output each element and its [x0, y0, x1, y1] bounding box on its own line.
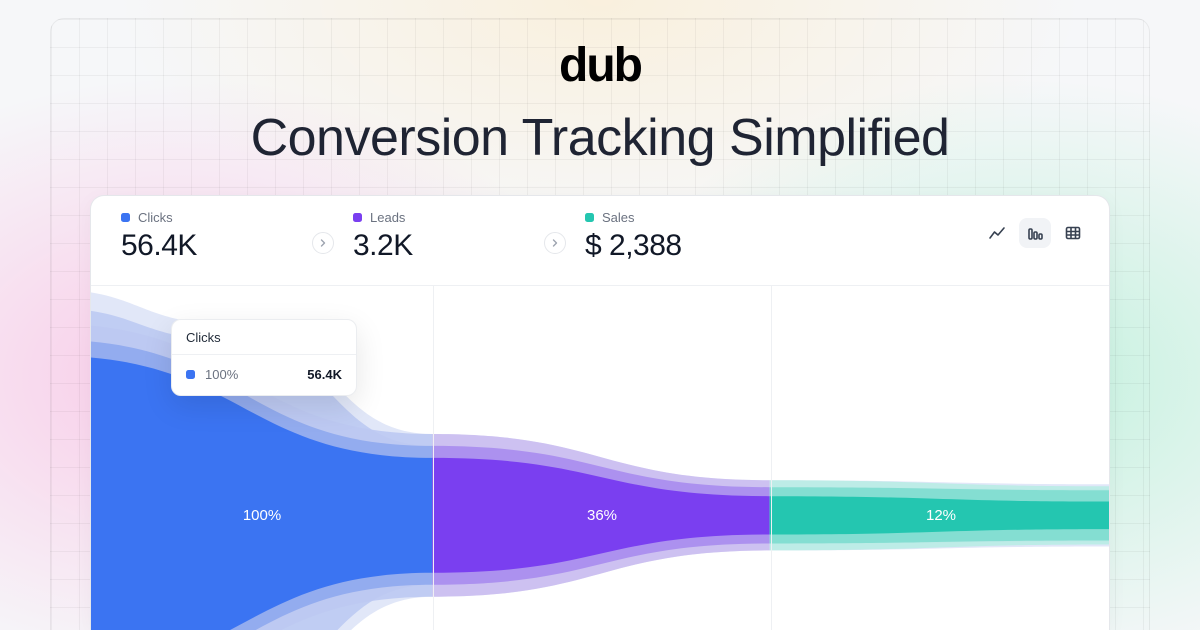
view-table-button[interactable] [1057, 218, 1089, 248]
clicks-value: 56.4K [121, 229, 293, 263]
table-icon [1064, 224, 1082, 242]
leads-dot [353, 213, 362, 222]
sales-label: Sales [602, 210, 635, 225]
pct-label-sales: 12% [921, 507, 961, 524]
tooltip-value: 56.4K [307, 367, 342, 382]
line-chart-icon [988, 224, 1006, 242]
tooltip-title: Clicks [172, 320, 356, 355]
view-funnel-button[interactable] [1019, 218, 1051, 248]
hover-tooltip: Clicks 100% 56.4K [171, 319, 357, 396]
pct-label-leads: 36% [582, 507, 622, 524]
leads-label: Leads [370, 210, 405, 225]
sales-dot [585, 213, 594, 222]
clicks-label: Clicks [138, 210, 173, 225]
tooltip-pct: 100% [205, 367, 238, 382]
metrics-row: Clicks 56.4K Leads 3.2K Sales $ 2,388 [91, 196, 1109, 286]
tooltip-dot [186, 370, 195, 379]
page-title: Conversion Tracking Simplified [251, 108, 950, 168]
clicks-dot [121, 213, 130, 222]
chart-divider-2 [771, 286, 772, 630]
pct-label-clicks: 100% [242, 507, 282, 524]
analytics-card: Clicks 56.4K Leads 3.2K Sales $ 2,388 [90, 195, 1110, 630]
leads-value: 3.2K [353, 229, 525, 263]
view-line-button[interactable] [981, 218, 1013, 248]
funnel-chart-icon [1026, 224, 1044, 242]
chart-divider-1 [433, 286, 434, 630]
funnel-chart: 100% 36% 12% Clicks 100% 56.4K [91, 286, 1109, 630]
metric-clicks[interactable]: Clicks 56.4K [91, 196, 323, 285]
metric-leads[interactable]: Leads 3.2K [323, 196, 555, 285]
view-mode-switch [981, 218, 1089, 248]
brand-logo: dub [559, 38, 641, 93]
